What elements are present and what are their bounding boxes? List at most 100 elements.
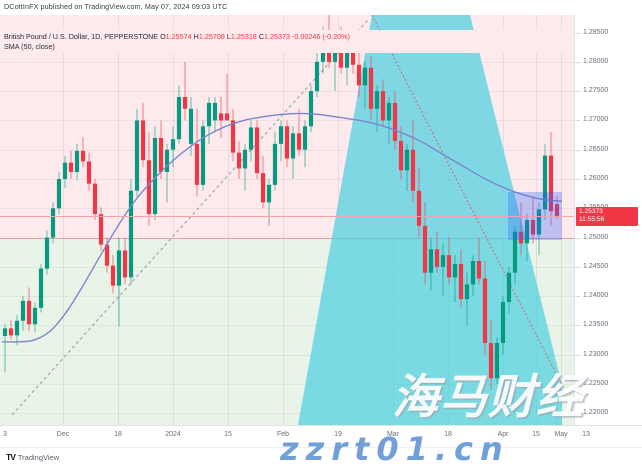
time-axis-tick: Apr xyxy=(497,431,509,438)
candle-body xyxy=(206,102,212,127)
vertical-gridline xyxy=(118,15,119,425)
price-axis-tick: 1.27000 xyxy=(583,116,609,124)
chart-legend[interactable]: British Pound / U.S. Dollar, 1D, PEPPERS… xyxy=(0,30,574,53)
candle-body xyxy=(284,126,290,159)
candle-body xyxy=(188,108,194,144)
time-axis-tick: Feb xyxy=(276,431,290,438)
time-axis-tick: 18 xyxy=(444,431,452,438)
watermark-url: zzrt01.cn xyxy=(280,430,510,468)
vertical-gridline xyxy=(338,15,339,425)
price-axis-tick-mark xyxy=(575,266,580,268)
legend-indicator-row[interactable]: SMA (50, close) xyxy=(4,42,574,52)
time-axis-tick: Mar xyxy=(386,431,400,438)
candle-body xyxy=(56,179,62,209)
candle-body xyxy=(50,208,56,238)
price-axis-tick: 1.25000 xyxy=(583,233,609,241)
candle-body xyxy=(386,102,392,121)
candle-body xyxy=(236,152,242,169)
horizontal-gridline xyxy=(0,208,574,210)
candle-body xyxy=(230,120,236,153)
legend-open-value: 1.25574 xyxy=(165,32,192,41)
legend-close-label: C xyxy=(258,32,265,41)
publisher-bar: DCottInFX published on TradingView.com, … xyxy=(0,0,642,15)
candle-body xyxy=(200,126,206,185)
legend-low-value: 1.25318 xyxy=(230,32,257,41)
vertical-gridline xyxy=(448,15,449,425)
price-axis-tick-mark xyxy=(575,413,580,415)
tradingview-mark-icon: TV xyxy=(6,452,16,462)
price-axis-tick-mark xyxy=(575,91,580,93)
candle-body xyxy=(134,120,140,191)
price-axis-tick-mark xyxy=(575,61,580,63)
legend-sma-label: SMA (50, close) xyxy=(4,42,55,51)
price-axis[interactable]: 1.28500 1.28000 1.27500 1.27000 1.26500 1.260… xyxy=(574,15,642,425)
horizontal-gridline xyxy=(0,179,574,180)
price-axis-tick: 1.23500 xyxy=(583,321,609,329)
candle-body xyxy=(164,149,170,172)
candle-body xyxy=(362,67,368,86)
publisher-text: DCottInFX published on TradingView.com, … xyxy=(4,2,228,11)
vertical-gridline xyxy=(63,15,64,425)
vertical-gridline xyxy=(503,15,504,425)
price-axis-tick: 1.24500 xyxy=(583,262,609,270)
time-axis-tick: 2024 xyxy=(165,431,181,438)
time-axis-tick: May xyxy=(554,431,568,438)
horizontal-gridline xyxy=(0,91,574,93)
chart-plot-area[interactable]: British Pound / U.S. Dollar, 1D, PEPPERS… xyxy=(0,15,574,425)
legend-symbol-row: British Pound / U.S. Dollar, 1D, PEPPERS… xyxy=(4,32,574,42)
legend-close-value: 1.25373 xyxy=(264,32,290,41)
vertical-gridline xyxy=(283,15,284,425)
price-axis-tick-mark xyxy=(575,32,580,34)
horizontal-gridline xyxy=(0,266,574,268)
price-axis-tick: 1.28500 xyxy=(583,28,609,36)
chart-footer: TV TradingView xyxy=(0,447,642,469)
candle-body xyxy=(146,160,152,215)
vertical-gridline xyxy=(173,15,174,425)
horizontal-gridline xyxy=(0,325,574,327)
price-axis-tick: 1.23000 xyxy=(583,350,609,358)
horizontal-gridline xyxy=(0,237,574,239)
legend-high-value: 1.25708 xyxy=(198,32,225,41)
time-axis[interactable]: 3 Dec 18 2024 15 Feb 19 Mar 18 Apr 15 May 13 xyxy=(0,425,642,448)
candle-body xyxy=(374,91,380,109)
price-axis-tick-mark xyxy=(575,237,580,239)
time-axis-tick: 13 xyxy=(582,431,590,438)
vertical-gridline xyxy=(228,15,229,425)
price-axis-tick: 1.26000 xyxy=(583,175,609,182)
legend-symbol: British Pound / U.S. Dollar, 1D, PEPPERS… xyxy=(4,32,159,41)
price-axis-tick: 1.22500 xyxy=(583,380,609,387)
price-axis-tick-mark xyxy=(575,120,580,122)
horizontal-gridline xyxy=(0,61,574,63)
price-axis-tick: 1.22000 xyxy=(583,409,609,417)
candle-body xyxy=(86,161,92,184)
horizontal-gridline xyxy=(0,354,574,356)
legend-change-pct: (-0.20%) xyxy=(322,32,350,41)
candle-body xyxy=(92,183,98,215)
candle-body xyxy=(212,102,218,121)
legend-change: -0.00246 xyxy=(292,32,321,41)
price-axis-tick: 1.26500 xyxy=(583,145,609,153)
candle-body xyxy=(368,67,374,109)
time-axis-tick: Dec xyxy=(56,431,70,438)
price-axis-tick-mark xyxy=(575,179,580,180)
candle-body xyxy=(296,133,302,150)
candle-body xyxy=(80,150,86,162)
horizontal-gridline xyxy=(0,149,574,151)
candle-body xyxy=(314,61,320,92)
price-axis-tick-mark xyxy=(575,354,580,356)
candle-body xyxy=(302,126,308,150)
time-axis-tick: 15 xyxy=(532,431,540,438)
candle-body xyxy=(260,173,266,203)
candle-body xyxy=(266,184,272,203)
price-axis-tick-mark xyxy=(575,384,580,385)
time-axis-tick: 18 xyxy=(114,431,122,438)
candle-body xyxy=(248,127,254,150)
time-axis-tick: 15 xyxy=(224,431,232,438)
price-axis-tick-mark xyxy=(575,296,580,298)
tradingview-logo[interactable]: TV TradingView xyxy=(6,452,59,462)
legend-low-label: L xyxy=(226,32,231,41)
price-axis-tick: 1.27500 xyxy=(583,87,609,95)
candle-body xyxy=(242,149,248,169)
legend-open-label: O xyxy=(160,32,166,41)
current-price-value: 1.25373 xyxy=(579,207,603,215)
